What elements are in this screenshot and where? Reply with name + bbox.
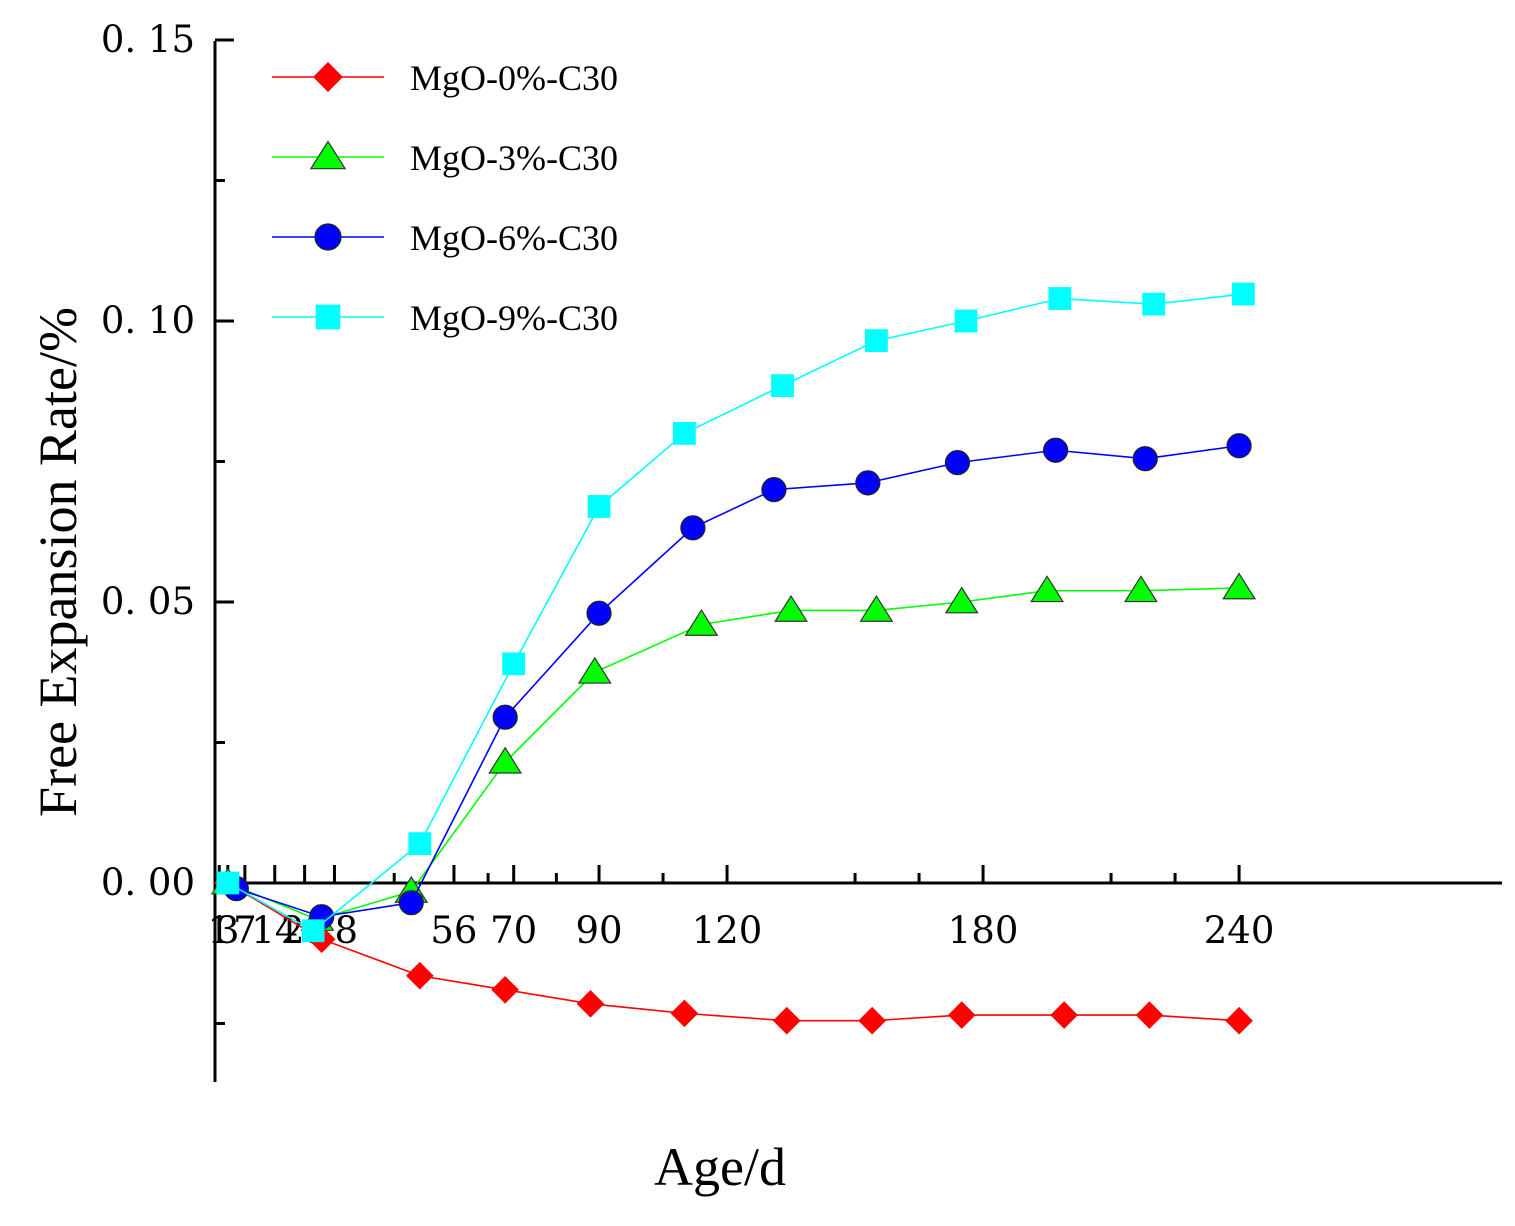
- data-point: [945, 451, 969, 475]
- x-tick-label: 56: [430, 909, 477, 952]
- data-point: [493, 705, 517, 729]
- y-axis-title: Free Expansion Rate/%: [28, 307, 88, 817]
- data-point: [681, 516, 705, 540]
- data-point: [1125, 576, 1157, 601]
- line-chart: 0. 000. 050. 100. 1513714212856709012018…: [0, 0, 1515, 1226]
- data-point: [406, 962, 434, 990]
- y-tick-label: 0. 15: [101, 18, 195, 61]
- data-point: [1223, 574, 1255, 599]
- data-point: [1031, 576, 1063, 601]
- data-point: [771, 374, 794, 397]
- data-point: [579, 658, 611, 683]
- data-point: [1232, 283, 1255, 306]
- series-line: [228, 588, 1239, 920]
- x-tick-label: 70: [490, 909, 537, 952]
- series-line: [236, 446, 1239, 917]
- x-axis-title: Age/d: [654, 1137, 786, 1197]
- legend-entry: MgO-3%-C30: [272, 138, 618, 178]
- legend-entry: MgO-6%-C30: [272, 218, 618, 258]
- legend-entry: MgO-0%-C30: [272, 58, 618, 98]
- legend-entry: MgO-9%-C30: [272, 298, 618, 338]
- series-MgO-3%-C30: [212, 574, 1255, 931]
- data-point: [1133, 447, 1157, 471]
- legend-label: MgO-0%-C30: [410, 58, 618, 98]
- data-point: [1048, 287, 1071, 310]
- data-point: [577, 990, 605, 1018]
- data-point: [1136, 1001, 1164, 1029]
- axes: [215, 41, 1502, 1082]
- data-point: [588, 495, 611, 518]
- data-point: [587, 601, 611, 625]
- legend-marker: [316, 305, 341, 330]
- data-point: [1227, 434, 1251, 458]
- data-point: [955, 310, 978, 333]
- series-line: [228, 294, 1244, 931]
- data-point: [502, 652, 525, 675]
- x-tick-label: 120: [692, 909, 763, 952]
- data-point: [216, 872, 239, 895]
- x-tick-label: 90: [575, 909, 622, 952]
- data-point: [865, 329, 888, 352]
- data-point: [856, 471, 880, 495]
- data-point: [673, 422, 696, 445]
- legend: MgO-0%-C30 MgO-3%-C30 MgO-6%-C30 MgO-9%-C30: [272, 58, 618, 338]
- legend-label: MgO-6%-C30: [410, 218, 618, 258]
- data-point: [775, 596, 807, 621]
- data-point: [1050, 1001, 1078, 1029]
- x-tick-label: 180: [948, 909, 1019, 952]
- x-tick-label: 240: [1204, 909, 1275, 952]
- data-point: [491, 976, 519, 1004]
- data-point: [671, 1000, 699, 1028]
- legend-marker: [311, 141, 345, 168]
- data-point: [302, 919, 325, 942]
- data-point: [408, 832, 431, 855]
- y-tick-label: 0. 05: [101, 580, 195, 623]
- data-point: [1044, 438, 1068, 462]
- data-point: [1142, 293, 1165, 316]
- data-point: [948, 1001, 976, 1029]
- legend-marker: [315, 224, 341, 250]
- data-point: [399, 891, 423, 915]
- series-MgO-6%-C30: [224, 434, 1251, 929]
- series-MgO-9%-C30: [216, 283, 1254, 943]
- y-tick-label: 0. 00: [101, 861, 195, 904]
- legend-label: MgO-3%-C30: [410, 138, 618, 178]
- data-point: [773, 1007, 801, 1035]
- data-point: [1225, 1007, 1253, 1035]
- data-point: [762, 478, 786, 502]
- data-point: [858, 1007, 886, 1035]
- y-tick-label: 0. 10: [101, 299, 195, 342]
- legend-label: MgO-9%-C30: [410, 298, 618, 338]
- legend-marker: [313, 62, 343, 92]
